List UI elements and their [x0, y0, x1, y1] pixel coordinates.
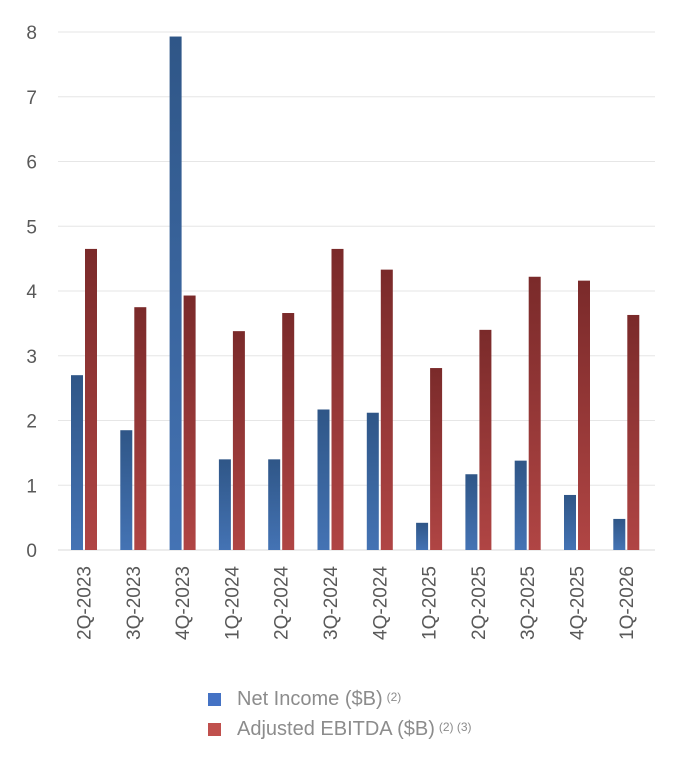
bar-adjusted-ebitda-2Q-2025[interactable]: [479, 329, 492, 550]
bars: [71, 36, 640, 551]
bar-net-income-1Q-2025[interactable]: [416, 522, 429, 550]
bar-adjusted-ebitda-3Q-2025[interactable]: [528, 276, 541, 550]
y-tick-label: 4: [26, 282, 37, 303]
bar-adjusted-ebitda-3Q-2023[interactable]: [134, 307, 147, 550]
bar-adjusted-ebitda-4Q-2025[interactable]: [578, 280, 590, 550]
legend-item-adjusted-ebitda[interactable]: Adjusted EBITDA ($B) (2) (3): [208, 714, 472, 744]
legend-footnote-net-income: (2): [386, 690, 402, 704]
y-tick-label: 8: [26, 23, 37, 44]
bar-adjusted-ebitda-1Q-2025[interactable]: [430, 368, 443, 550]
bar-adjusted-ebitda-2Q-2024[interactable]: [282, 313, 295, 550]
legend-label-net-income: Net Income ($B): [237, 687, 383, 710]
bar-net-income-3Q-2023[interactable]: [120, 430, 133, 550]
x-tick-label: 1Q-2024: [222, 566, 243, 640]
x-axis: 2Q-2023 3Q-2023 4Q-2023 1Q-2024 2Q-2024 3Q-20…: [75, 566, 638, 640]
x-tick-label: 1Q-2026: [617, 566, 638, 640]
legend-swatch-net-income: [208, 692, 221, 706]
legend: Net Income ($B) (2) Adjusted EBITDA ($B)…: [208, 684, 472, 744]
x-tick-label: 4Q-2024: [370, 566, 391, 640]
bar-adjusted-ebitda-4Q-2024[interactable]: [380, 269, 393, 550]
y-tick-label: 1: [26, 476, 37, 497]
bar-net-income-3Q-2024[interactable]: [317, 409, 330, 550]
x-tick-label: 4Q-2023: [173, 566, 194, 640]
x-tick-label: 3Q-2023: [124, 566, 145, 640]
y-axis: 0 1 2 3 4 5 6 7 8: [26, 23, 37, 562]
bar-net-income-3Q-2025[interactable]: [514, 460, 527, 550]
x-tick-label: 2Q-2025: [469, 566, 490, 640]
x-tick-label: 2Q-2023: [75, 566, 96, 640]
bar-net-income-4Q-2023[interactable]: [169, 36, 182, 551]
x-tick-label: 3Q-2025: [518, 566, 539, 640]
bar-adjusted-ebitda-2Q-2023[interactable]: [85, 248, 97, 550]
bar-adjusted-ebitda-1Q-2026[interactable]: [627, 314, 640, 550]
legend-item-net-income[interactable]: Net Income ($B) (2): [208, 684, 472, 714]
x-tick-label: 2Q-2024: [272, 566, 293, 640]
y-tick-label: 5: [26, 217, 37, 238]
bar-adjusted-ebitda-3Q-2024[interactable]: [331, 248, 344, 550]
y-tick-label: 2: [26, 412, 37, 433]
legend-swatch-adjusted-ebitda: [208, 722, 221, 736]
bar-adjusted-ebitda-4Q-2023[interactable]: [183, 295, 196, 550]
bar-net-income-1Q-2024[interactable]: [218, 459, 231, 550]
bar-net-income-2Q-2025[interactable]: [465, 474, 478, 550]
bar-adjusted-ebitda-1Q-2024[interactable]: [232, 331, 245, 550]
x-tick-label: 4Q-2025: [568, 566, 589, 640]
bar-net-income-4Q-2025[interactable]: [564, 494, 576, 550]
bar-net-income-2Q-2024[interactable]: [268, 459, 281, 550]
x-tick-label: 3Q-2024: [321, 566, 342, 640]
y-tick-label: 0: [26, 541, 37, 562]
y-tick-label: 3: [26, 347, 37, 368]
bar-net-income-1Q-2026[interactable]: [613, 518, 626, 550]
bar-net-income-4Q-2024[interactable]: [366, 412, 379, 550]
y-tick-label: 7: [26, 88, 37, 109]
legend-footnote-adjusted-ebitda: (2) (3): [438, 720, 472, 734]
x-tick-label: 1Q-2025: [420, 566, 441, 640]
gridlines: [58, 31, 655, 551]
y-tick-label: 6: [26, 153, 37, 174]
legend-label-adjusted-ebitda: Adjusted EBITDA ($B): [237, 717, 435, 740]
bar-net-income-2Q-2023[interactable]: [71, 375, 83, 550]
